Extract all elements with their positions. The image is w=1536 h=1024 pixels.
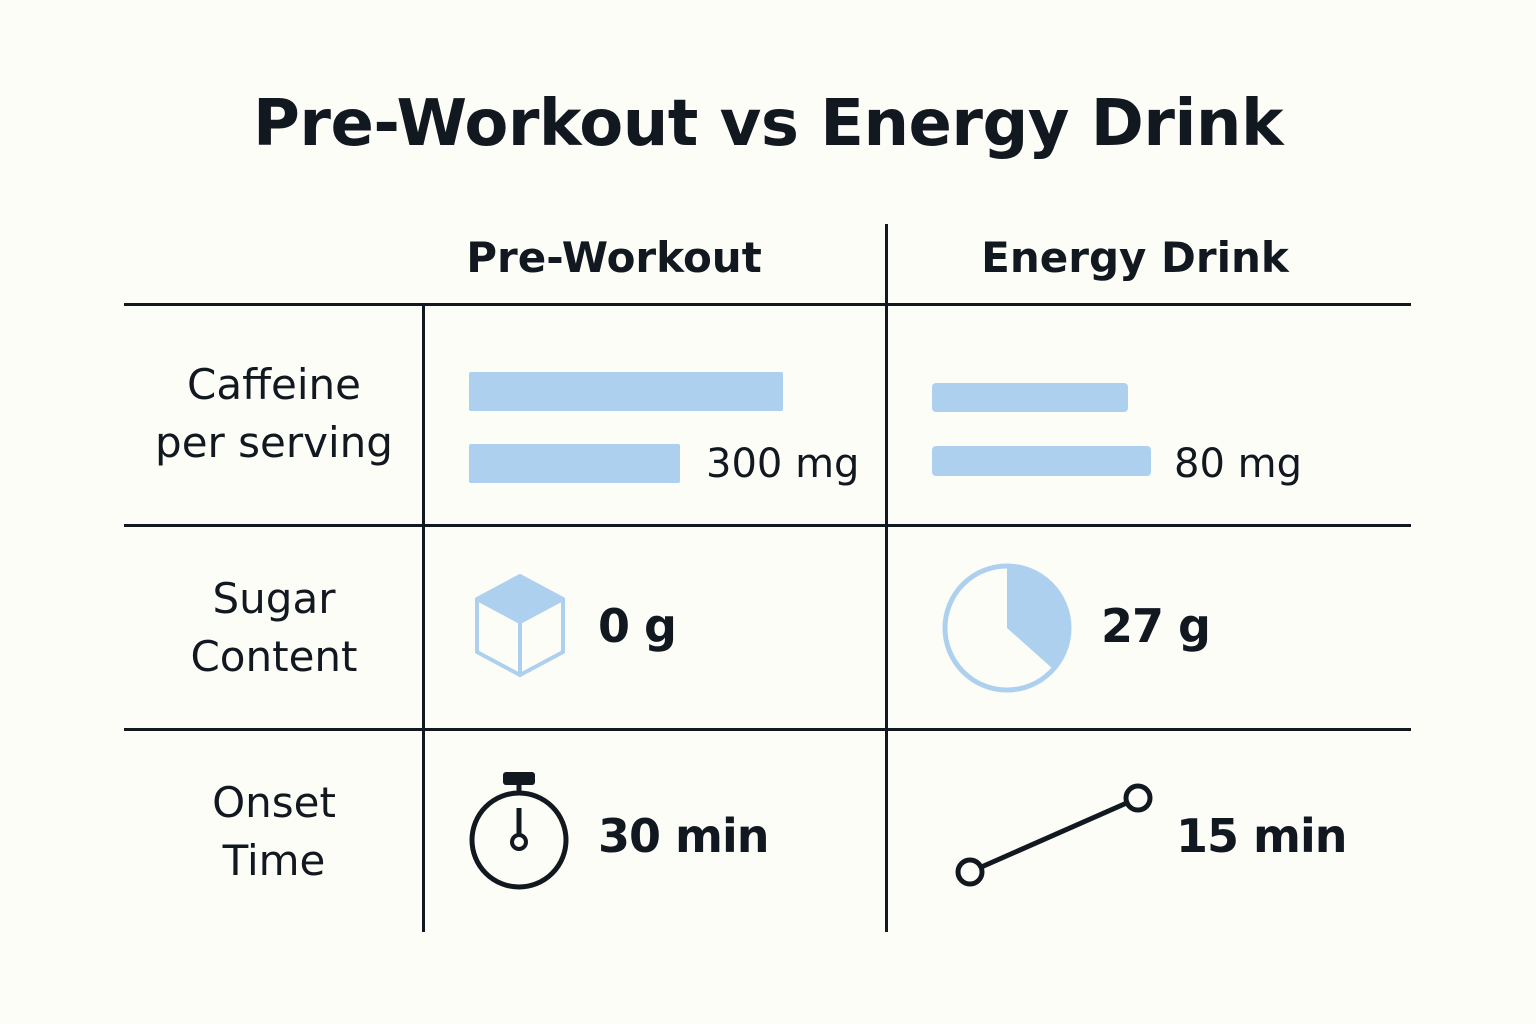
row-label-onset-line1: Onset xyxy=(212,778,336,827)
pie-icon xyxy=(942,563,1072,693)
row-label-caffeine-line2: per serving xyxy=(155,418,393,467)
row-label-sugar-line1: Sugar xyxy=(212,574,336,623)
row-divider-2 xyxy=(124,728,1411,731)
row-divider-1 xyxy=(124,524,1411,527)
caffeine-value-energy-drink: 80 mg xyxy=(1174,441,1302,487)
sugar-value-energy-drink: 27 g xyxy=(1101,599,1211,653)
sugar-cube-icon xyxy=(475,574,565,677)
row-label-onset-line2: Time xyxy=(222,836,326,885)
column-divider-right xyxy=(885,224,888,932)
row-label-caffeine: Caffeine per serving xyxy=(124,356,424,472)
onset-value-energy-drink: 15 min xyxy=(1176,809,1347,863)
column-header-energy-drink: Energy Drink xyxy=(981,233,1289,282)
caffeine-value-pre-workout: 300 mg xyxy=(706,441,860,487)
row-label-sugar: Sugar Content xyxy=(124,570,424,686)
caffeine-bar-pre-workout-bottom xyxy=(469,444,680,483)
caffeine-bar-pre-workout-top xyxy=(469,372,783,411)
column-header-pre-workout: Pre-Workout xyxy=(466,233,762,282)
line-segment-icon xyxy=(955,783,1153,887)
caffeine-bar-energy-drink-top xyxy=(932,383,1128,412)
header-divider xyxy=(124,303,1411,306)
column-divider-left xyxy=(422,303,425,932)
row-label-caffeine-line1: Caffeine xyxy=(187,360,361,409)
stopwatch-icon xyxy=(469,772,569,890)
page-title: Pre-Workout vs Energy Drink xyxy=(252,87,1284,161)
row-label-onset: Onset Time xyxy=(124,774,424,890)
caffeine-bar-energy-drink-bottom xyxy=(932,446,1151,476)
onset-value-pre-workout: 30 min xyxy=(598,809,769,863)
row-label-sugar-line2: Content xyxy=(190,632,358,681)
sugar-value-pre-workout: 0 g xyxy=(598,599,677,653)
